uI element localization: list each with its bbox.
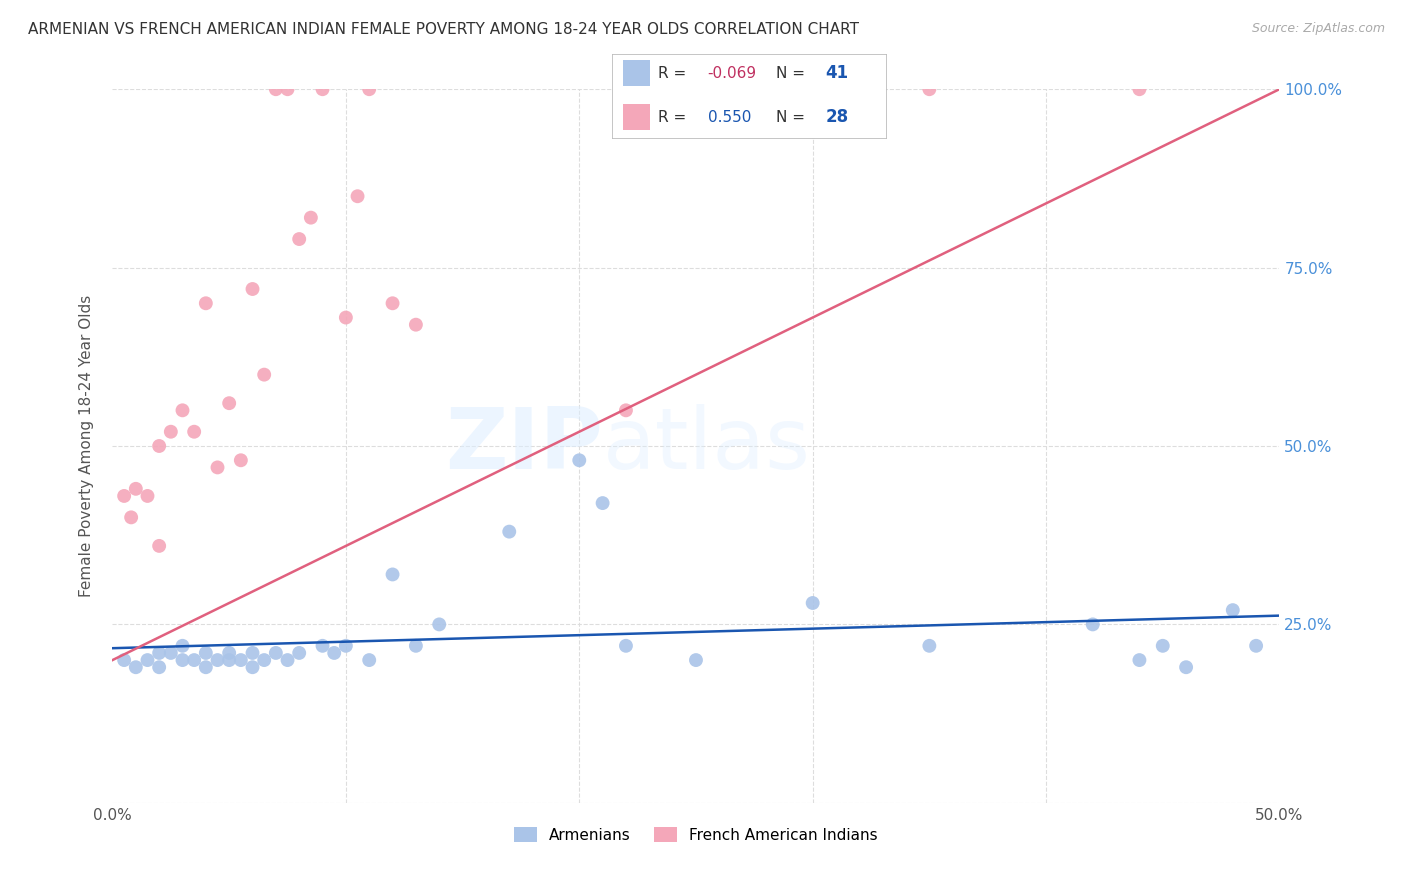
Text: ARMENIAN VS FRENCH AMERICAN INDIAN FEMALE POVERTY AMONG 18-24 YEAR OLDS CORRELAT: ARMENIAN VS FRENCH AMERICAN INDIAN FEMAL… <box>28 22 859 37</box>
Point <box>614 403 637 417</box>
Point <box>112 489 135 503</box>
Point <box>276 82 298 96</box>
Point <box>120 510 142 524</box>
Text: -0.069: -0.069 <box>707 65 756 80</box>
Text: N =: N = <box>776 65 810 80</box>
Point <box>568 453 591 467</box>
Point <box>918 82 941 96</box>
Point <box>148 660 170 674</box>
Text: N =: N = <box>776 110 810 125</box>
Point <box>1175 660 1198 674</box>
Text: Source: ZipAtlas.com: Source: ZipAtlas.com <box>1251 22 1385 36</box>
Point <box>1152 639 1174 653</box>
Point <box>207 460 229 475</box>
Point <box>288 232 311 246</box>
Text: 0.550: 0.550 <box>707 110 751 125</box>
Point <box>801 596 824 610</box>
Point <box>229 653 252 667</box>
Point <box>359 653 381 667</box>
Text: atlas: atlas <box>603 404 811 488</box>
Point <box>136 653 159 667</box>
Point <box>592 496 614 510</box>
Legend: Armenians, French American Indians: Armenians, French American Indians <box>508 821 884 848</box>
Point <box>427 617 450 632</box>
Point <box>381 296 404 310</box>
Point <box>183 653 205 667</box>
Point <box>194 646 217 660</box>
Point <box>1128 82 1150 96</box>
Point <box>264 646 287 660</box>
Point <box>346 189 368 203</box>
Text: ZIP: ZIP <box>444 404 603 488</box>
Point <box>288 646 311 660</box>
Point <box>299 211 322 225</box>
Point <box>242 646 264 660</box>
Text: 28: 28 <box>825 108 849 126</box>
Point <box>172 653 194 667</box>
Point <box>148 539 170 553</box>
Point <box>311 82 333 96</box>
Point <box>125 482 148 496</box>
Point <box>207 653 229 667</box>
Point <box>242 282 264 296</box>
Point <box>148 439 170 453</box>
Point <box>160 425 183 439</box>
Point <box>229 453 252 467</box>
Point <box>498 524 520 539</box>
Point <box>918 639 941 653</box>
Point <box>125 660 148 674</box>
Y-axis label: Female Poverty Among 18-24 Year Olds: Female Poverty Among 18-24 Year Olds <box>79 295 94 597</box>
Point <box>335 639 357 653</box>
Point <box>311 639 333 653</box>
Point <box>405 318 427 332</box>
Point <box>264 82 287 96</box>
Point <box>276 653 298 667</box>
Point <box>218 653 240 667</box>
Text: R =: R = <box>658 110 696 125</box>
Point <box>218 646 240 660</box>
Text: R =: R = <box>658 65 692 80</box>
Point <box>172 403 194 417</box>
Point <box>614 639 637 653</box>
Point <box>323 646 346 660</box>
Point <box>253 368 276 382</box>
Point <box>242 660 264 674</box>
Point <box>335 310 357 325</box>
Text: 41: 41 <box>825 64 849 82</box>
Point <box>405 639 427 653</box>
FancyBboxPatch shape <box>623 104 650 130</box>
Point <box>685 653 707 667</box>
FancyBboxPatch shape <box>623 61 650 86</box>
Point <box>183 425 205 439</box>
Point <box>359 82 381 96</box>
Point <box>136 489 159 503</box>
Point <box>194 660 217 674</box>
Point <box>1081 617 1104 632</box>
Point <box>172 639 194 653</box>
Point <box>112 653 135 667</box>
Point <box>1244 639 1267 653</box>
Point <box>381 567 404 582</box>
Point <box>1222 603 1244 617</box>
Point <box>253 653 276 667</box>
Point <box>148 646 170 660</box>
Point <box>1128 653 1150 667</box>
Point <box>160 646 183 660</box>
Point <box>218 396 240 410</box>
Point <box>194 296 217 310</box>
